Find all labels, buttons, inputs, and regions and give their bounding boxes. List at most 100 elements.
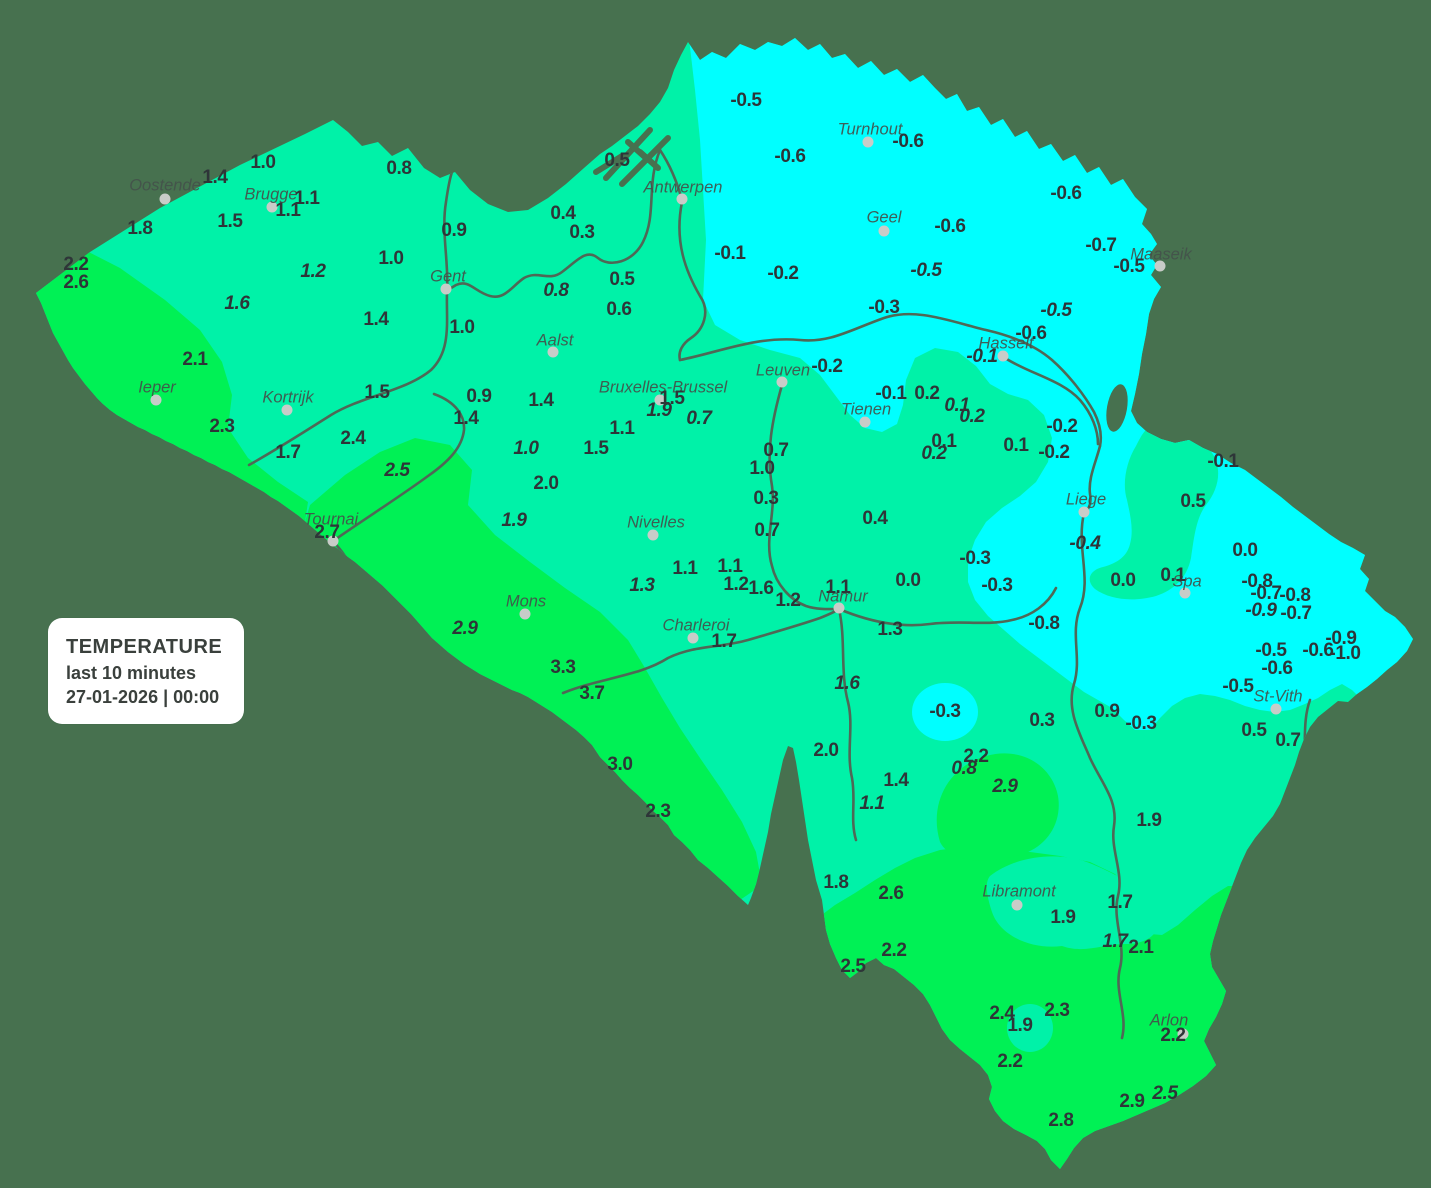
city-dot-arlon — [1177, 1028, 1189, 1040]
temp-value: -0.2 — [1046, 416, 1078, 437]
temp-value: 0.1 — [1160, 565, 1186, 586]
legend-datetime: 27-01-2026 | 00:00 — [66, 687, 220, 708]
temp-value: 2.6 — [878, 883, 904, 904]
temp-value: 0.4 — [550, 203, 576, 224]
temp-value: 1.1 — [672, 558, 698, 579]
temp-value: -0.8 — [1241, 571, 1273, 592]
temp-value: 2.3 — [1044, 1000, 1070, 1021]
temp-value: 2.3 — [645, 801, 671, 822]
temp-value: 0.3 — [1029, 710, 1055, 731]
temp-value: 1.4 — [883, 770, 909, 791]
temp-value: 1.5 — [217, 211, 243, 232]
temp-value: 1.7 — [1102, 931, 1128, 952]
temp-value: 2.9 — [452, 618, 478, 639]
temp-value: -0.8 — [1028, 613, 1060, 634]
temp-value: 0.9 — [466, 386, 492, 407]
temp-value: 2.1 — [1128, 937, 1154, 958]
city-label-tienen: Tienen — [840, 400, 892, 419]
temp-value: -0.5 — [730, 90, 762, 111]
temp-value: 0.2 — [959, 406, 985, 427]
city-dot-tournai — [327, 535, 339, 547]
city-label-brugge: Brugge — [244, 185, 298, 204]
city-label-bruxelles-brussel: Bruxelles-Brussel — [598, 378, 728, 397]
zone-mild-small-pocket — [1007, 1004, 1053, 1052]
city-dot-maaseik — [1154, 260, 1166, 272]
temp-value: 1.3 — [877, 619, 903, 640]
city-dot-spa — [1179, 587, 1191, 599]
temp-value: -0.2 — [1038, 442, 1070, 463]
temp-value: -0.5 — [1113, 256, 1145, 277]
temp-value: 2.2 — [963, 746, 989, 767]
temp-value: 1.7 — [275, 442, 301, 463]
temp-value: 2.0 — [813, 740, 839, 761]
city-label-leuven: Leuven — [755, 361, 811, 380]
city-dot-hasselt — [997, 350, 1009, 362]
temp-value: 1.4 — [363, 309, 389, 330]
city-label-tournai: Tournai — [303, 510, 359, 529]
city-dot-oostende — [159, 193, 171, 205]
temp-value: 2.2 — [63, 254, 89, 275]
temp-value: -0.9 — [1245, 600, 1277, 621]
temp-value: -1.0 — [1329, 643, 1361, 664]
temp-value: 0.5 — [604, 150, 630, 171]
temp-value: 1.0 — [513, 438, 539, 459]
temp-value: 2.5 — [840, 956, 866, 977]
temp-value: 0.5 — [1241, 720, 1267, 741]
temp-value: 1.0 — [749, 458, 775, 479]
temp-value: 2.4 — [340, 428, 366, 449]
temp-value: 0.0 — [895, 570, 921, 591]
city-dot-ieper — [150, 394, 162, 406]
city-dot-tienen — [859, 416, 871, 428]
temp-value: -0.6 — [892, 131, 924, 152]
city-dot-gent — [440, 283, 452, 295]
city-label-hasselt: Hasselt — [978, 334, 1034, 353]
temp-value: -0.2 — [811, 356, 843, 377]
zone-warm-west-flanders — [36, 245, 315, 548]
city-label-spa: Spa — [1172, 572, 1202, 591]
city-label-oostende: Oostende — [129, 176, 201, 195]
city-label-gent: Gent — [430, 267, 466, 286]
temp-value: 0.7 — [763, 440, 789, 461]
temp-value: 0.3 — [753, 488, 779, 509]
temp-value: 0.8 — [386, 158, 412, 179]
city-label-maaseik: Maaseik — [1130, 245, 1192, 264]
temp-value: 1.6 — [224, 293, 250, 314]
city-dot-liege — [1078, 506, 1090, 518]
zone-warm-blob-29 — [936, 753, 1059, 861]
temp-value: 3.3 — [550, 657, 576, 678]
temp-value: 1.9 — [646, 400, 672, 421]
temp-value: -0.1 — [714, 243, 746, 264]
city-label-liege: Liege — [1065, 490, 1107, 509]
temp-value: 0.8 — [543, 280, 569, 301]
temp-value: 1.9 — [1136, 810, 1162, 831]
temp-value: 2.6 — [63, 272, 89, 293]
city-label-arlon: Arlon — [1149, 1011, 1189, 1030]
temp-value: 2.9 — [992, 776, 1018, 797]
city-label-turnhout: Turnhout — [837, 120, 903, 139]
temp-value: 2.2 — [1160, 1025, 1186, 1046]
city-label-mons: Mons — [505, 592, 547, 611]
temp-value: 1.1 — [717, 556, 743, 577]
temp-value: -0.9 — [1325, 628, 1357, 649]
temp-value: 1.9 — [1050, 907, 1076, 928]
temp-value: 2.1 — [182, 349, 208, 370]
zone-mild-spa-lobe — [1089, 428, 1219, 600]
city-label-st-vith: St-Vith — [1253, 687, 1303, 706]
temp-value: -0.3 — [981, 575, 1013, 596]
city-label-antwerpen: Antwerpen — [643, 178, 723, 197]
temp-value: 2.5 — [1152, 1083, 1178, 1104]
temp-value: -0.6 — [1261, 658, 1293, 679]
city-dot-mons — [519, 608, 531, 620]
temp-value: 2.0 — [533, 473, 559, 494]
legend-box: TEMPERATURE last 10 minutes 27-01-2026 |… — [48, 618, 245, 724]
temp-value: 0.7 — [686, 408, 712, 429]
city-label-namur: Namur — [818, 587, 868, 606]
antwerp-port-channels — [593, 127, 671, 187]
temp-value: 1.1 — [859, 793, 885, 814]
temp-value: 3.0 — [607, 754, 633, 775]
temp-value: -0.6 — [1015, 323, 1047, 344]
temp-value: -0.7 — [1280, 603, 1312, 624]
city-dot-st-vith — [1270, 703, 1282, 715]
